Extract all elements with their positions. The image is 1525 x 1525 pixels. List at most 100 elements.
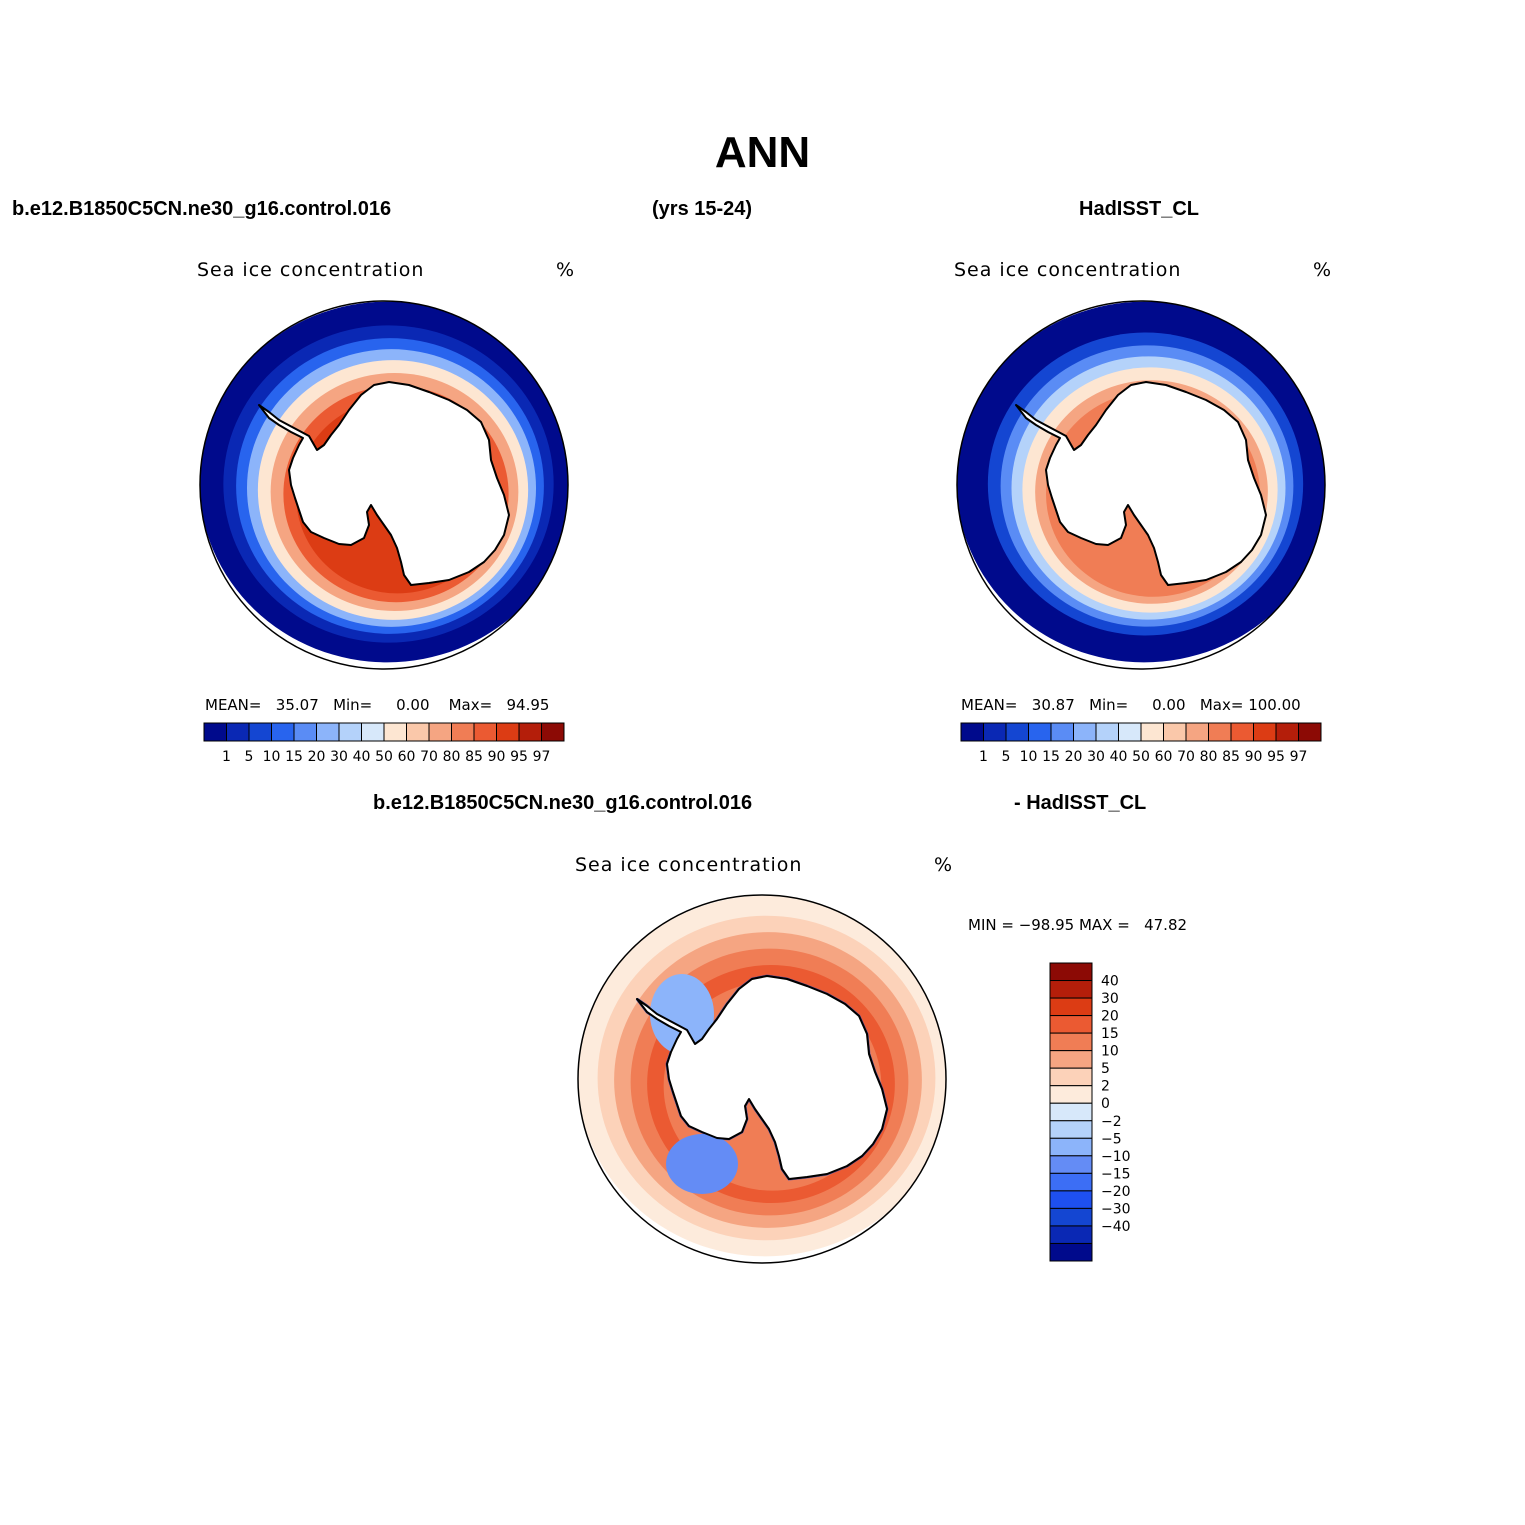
cb2-tick-label: 90 [1245,749,1263,765]
cb2-tick-label: 80 [1200,749,1218,765]
cb2-swatch [1163,722,1187,742]
diff-colorbar-swatch [1049,1225,1093,1244]
diff-colorbar-swatch [1049,1172,1093,1192]
cb2-swatch [1253,722,1277,742]
cb2-swatch [1298,722,1322,742]
cb1-swatch [383,722,407,742]
diff-colorbar-swatch [1049,1085,1093,1104]
cb2-tick-label: 10 [1020,749,1038,765]
diff-colorbar-swatch [1049,980,1093,999]
cb2-tick-label: 20 [1065,749,1083,765]
map2-frame [956,300,1326,670]
diff-colorbar-swatch [1049,1102,1093,1122]
cb1-swatch [361,722,385,742]
cb1-tick-label: 15 [285,749,303,765]
panel2-max-label: Max= [1199,696,1244,714]
diff-colorbar-swatch [1049,1050,1093,1069]
cb1-tick-label: 1 [222,749,231,765]
diff-colorbar-swatch [1049,1207,1093,1227]
diff-colorbar-tick-label: 20 [1101,1009,1119,1025]
cb1-swatch [203,722,227,742]
cb1-tick-label: 20 [308,749,326,765]
map2-antarctica-coast [1015,381,1267,586]
diff-colorbar-tick-label: 2 [1101,1079,1110,1095]
panel1-mean: 35.07 [275,696,319,714]
cb1-tick-label: 10 [263,749,281,765]
cb1-swatch [451,722,475,742]
cb1-swatch [428,722,452,742]
diff-colorbar-swatch [1049,1155,1093,1174]
diff-colorbar-swatch [1049,1120,1093,1139]
cb1-tick-label: 95 [510,749,528,765]
panel1-units: % [556,259,576,281]
cb1-swatch [518,722,542,742]
panel1-colorbar: 1 5 10 15 20 30 40 50 60 70 80 85 90 95 97 [203,722,565,765]
cb2-swatch [1230,722,1254,742]
panel2-units: % [1313,259,1333,281]
diff-colorbar-tick-label: −15 [1101,1166,1131,1182]
diff-colorbar-tick-label: 40 [1101,974,1119,990]
cb2-swatch [1050,722,1074,742]
cb1-tick-label: 60 [398,749,416,765]
panel1-title: Sea ice concentration [197,259,425,281]
panel1-stats: MEAN= 35.07 Min= 0.00 Max= 94.95 [205,696,549,714]
cb2-tick-label: 15 [1042,749,1060,765]
map3-antarctica-coast [636,975,888,1180]
obs-label: HadISST_CL [1079,198,1200,220]
cb1-tick-label: 80 [443,749,461,765]
diff-colorbar-swatch [1049,997,1093,1017]
cb2-tick-label: 97 [1290,749,1308,765]
diff-colorbar-swatch [1049,1242,1093,1262]
diff-colorbar-tick-label: −20 [1101,1184,1131,1200]
cb1-swatch [496,722,520,742]
cb2-tick-label: 95 [1267,749,1285,765]
diff-colorbar-tick-label: 10 [1101,1044,1119,1060]
cb2-swatch [1140,722,1164,742]
cb1-swatch [338,722,362,742]
cb1-swatch [406,722,430,742]
cb2-swatch [1275,722,1299,742]
cb2-tick-label: 60 [1155,749,1173,765]
panel1-max: 94.95 [506,696,550,714]
cb2-tick-label: 85 [1222,749,1240,765]
panel1-max-label: Max= [448,696,493,714]
cb2-swatch [1208,722,1232,742]
cb2-swatch [1095,722,1119,742]
diff-colorbar-swatch [1049,962,1093,982]
diff-colorbar-swatch [1049,1190,1093,1209]
cb2-swatch [960,722,984,742]
diff-colorbar-swatch [1049,1067,1093,1087]
cb1-tick-label: 40 [353,749,371,765]
cb1-tick-label: 97 [533,749,551,765]
panel2-colorbar: 1 5 10 15 20 30 40 50 60 70 80 85 90 95 97 [960,722,1322,765]
cb1-tick-label: 70 [420,749,438,765]
diff-colorbar-swatch [1049,1032,1093,1052]
cb1-swatch [473,722,497,742]
diff-colorbar-tick-label: −30 [1101,1201,1131,1217]
cb1-swatch [271,722,295,742]
obs-polar-map [956,300,1326,670]
cb1-tick-label: 50 [375,749,393,765]
cb2-swatch [1185,722,1209,742]
diff-case-label: b.e12.B1850C5CN.ne30_g16.control.016 [373,792,753,814]
cb2-tick-label: 50 [1132,749,1150,765]
cb1-swatch [248,722,272,742]
panel2-min-label: Min= [1089,696,1129,714]
cb1-swatch [226,722,250,742]
panel2-stats: MEAN= 30.87 Min= 0.00 Max= 100.00 [961,696,1301,714]
map3-frame [577,894,947,1264]
cb2-swatch [1005,722,1029,742]
panel2-mean-label: MEAN= [961,696,1018,714]
cb2-swatch [983,722,1007,742]
cb1-swatch [316,722,340,742]
diff-colorbar-tick-label: −40 [1101,1219,1131,1235]
diff-negative-patch [650,974,714,1054]
years-label: (yrs 15-24) [652,198,753,220]
cb2-tick-label: 70 [1177,749,1195,765]
cb2-swatch [1073,722,1097,742]
cb2-tick-label: 1 [979,749,988,765]
diff-colorbar-tick-label: −10 [1101,1149,1131,1165]
diff-colorbar-tick-label: −2 [1101,1114,1122,1130]
diff-colorbar-swatch [1049,1137,1093,1157]
